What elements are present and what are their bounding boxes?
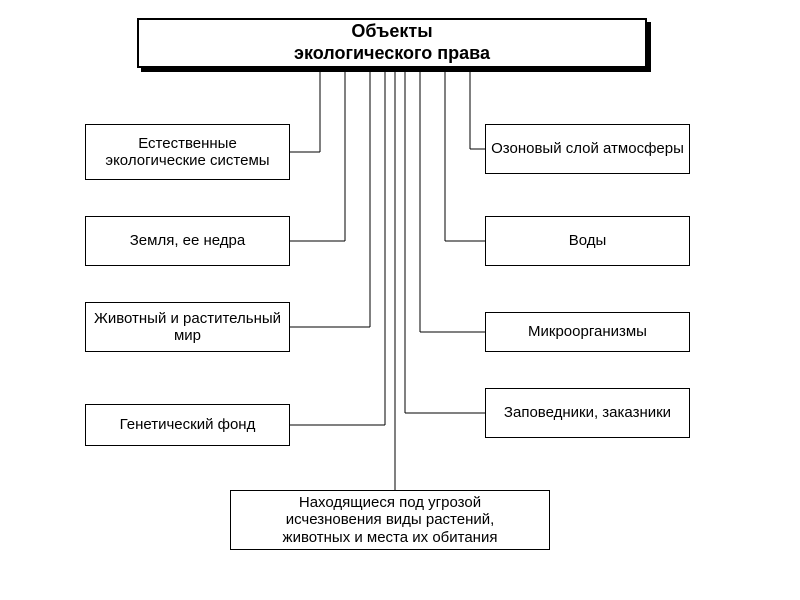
- left-node-2: Животный и растительный мир: [85, 302, 290, 352]
- bottom-node: Находящиеся под угрозой исчезновения вид…: [230, 490, 550, 550]
- right-node-0: Озоновый слой атмосферы: [485, 124, 690, 174]
- bottom-node-line3: животных и места их обитания: [233, 529, 547, 546]
- right-node-3: Заповедники, заказники: [485, 388, 690, 438]
- left-node-0: Естественные экологические системы: [85, 124, 290, 180]
- left-node-1-text: Земля, ее недра: [88, 232, 287, 249]
- right-node-0-text: Озоновый слой атмосферы: [488, 140, 687, 157]
- right-node-2: Микроорганизмы: [485, 312, 690, 352]
- header-line2: экологического права: [139, 43, 645, 65]
- left-node-2-text: Животный и растительный мир: [88, 310, 287, 345]
- bottom-node-line2: исчезновения виды растений,: [233, 511, 547, 528]
- left-node-1: Земля, ее недра: [85, 216, 290, 266]
- right-node-3-text: Заповедники, заказники: [488, 404, 687, 421]
- right-node-2-text: Микроорганизмы: [488, 323, 687, 340]
- right-node-1-text: Воды: [488, 232, 687, 249]
- right-node-1: Воды: [485, 216, 690, 266]
- header-line1: Объекты: [139, 21, 645, 43]
- bottom-node-line1: Находящиеся под угрозой: [233, 494, 547, 511]
- left-node-3: Генетический фонд: [85, 404, 290, 446]
- header-box: Объекты экологического права: [137, 18, 647, 68]
- left-node-0-text: Естественные экологические системы: [88, 135, 287, 170]
- left-node-3-text: Генетический фонд: [88, 416, 287, 433]
